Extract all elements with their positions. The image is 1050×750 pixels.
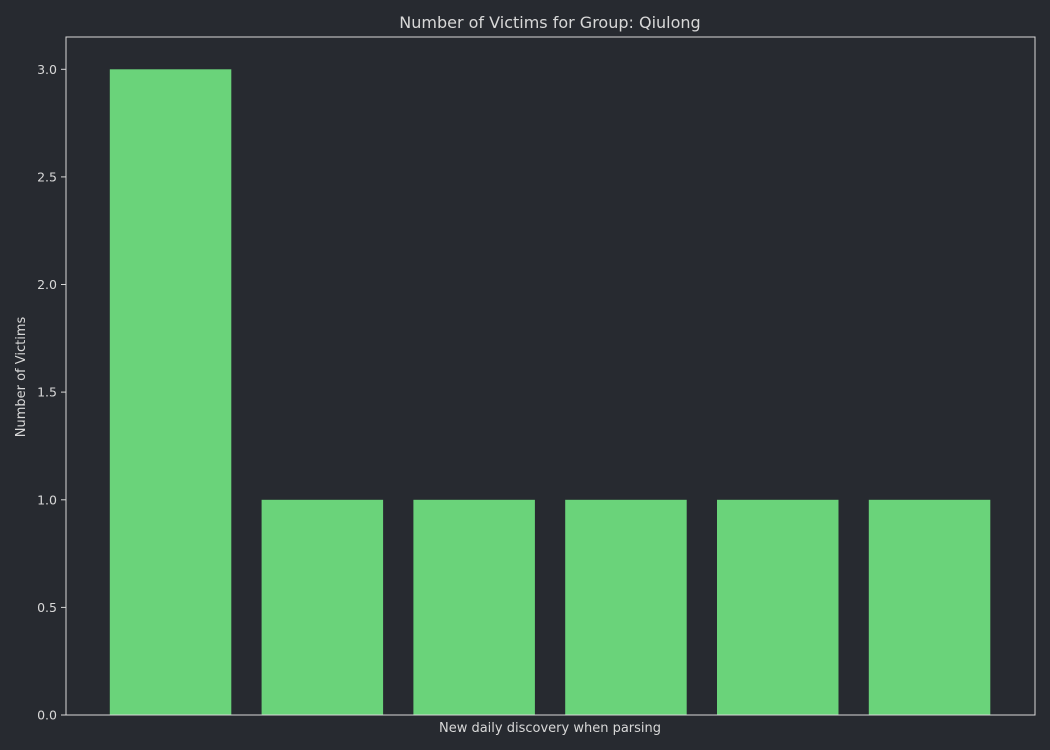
y-axis: 0.0 0.5 1.0 1.5 2.0 2.5 3.0 [37,62,66,723]
x-axis-label: New daily discovery when parsing [439,721,661,736]
y-tick-label: 0.5 [37,600,57,615]
bars-group [109,69,991,716]
y-tick-label: 1.5 [37,385,57,400]
bar-2 [261,499,384,715]
bar-5 [717,499,839,715]
bar-3 [413,499,535,715]
y-tick-label: 0.0 [37,708,57,723]
y-axis-label: Number of Victims [14,317,29,438]
y-tick-label: 1.0 [37,492,57,507]
chart-title: Number of Victims for Group: Qiulong [399,13,700,32]
y-tick-label: 2.0 [37,277,57,292]
bar-6 [868,499,991,715]
y-tick-label: 2.5 [37,169,57,184]
bar-1 [109,69,232,716]
plot-area-frame [65,36,1036,716]
bar-4 [565,499,687,715]
y-tick-label: 3.0 [37,62,57,77]
